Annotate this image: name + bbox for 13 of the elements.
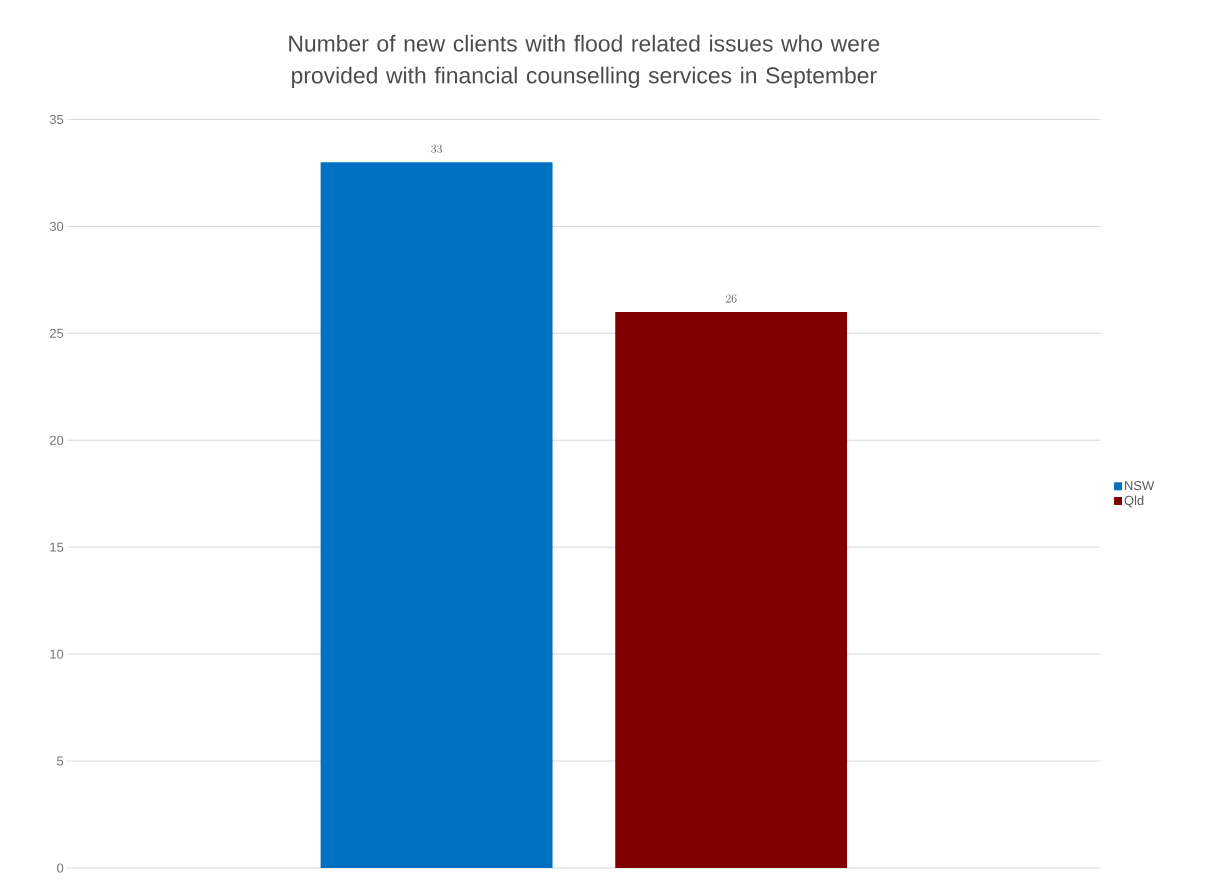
legend-label: Qld	[1124, 495, 1144, 508]
chart-title: Number of new clients with flood related issues who were provided with financial counselling services in September	[289, 34, 880, 89]
y-tick-label: 5	[57, 756, 64, 766]
y-tick-label: 0	[57, 863, 64, 873]
data-label: 33	[431, 144, 442, 154]
data-label: 26	[725, 294, 737, 303]
y-tick-label: 25	[50, 328, 64, 338]
y-tick-label: 15	[50, 542, 64, 552]
y-tick-label: 10	[50, 649, 64, 659]
y-tick-label: 35	[49, 114, 64, 125]
y-tick-label: 20	[50, 435, 64, 445]
y-tick-label: 30	[49, 221, 64, 231]
legend-label: NSW	[1125, 481, 1155, 491]
